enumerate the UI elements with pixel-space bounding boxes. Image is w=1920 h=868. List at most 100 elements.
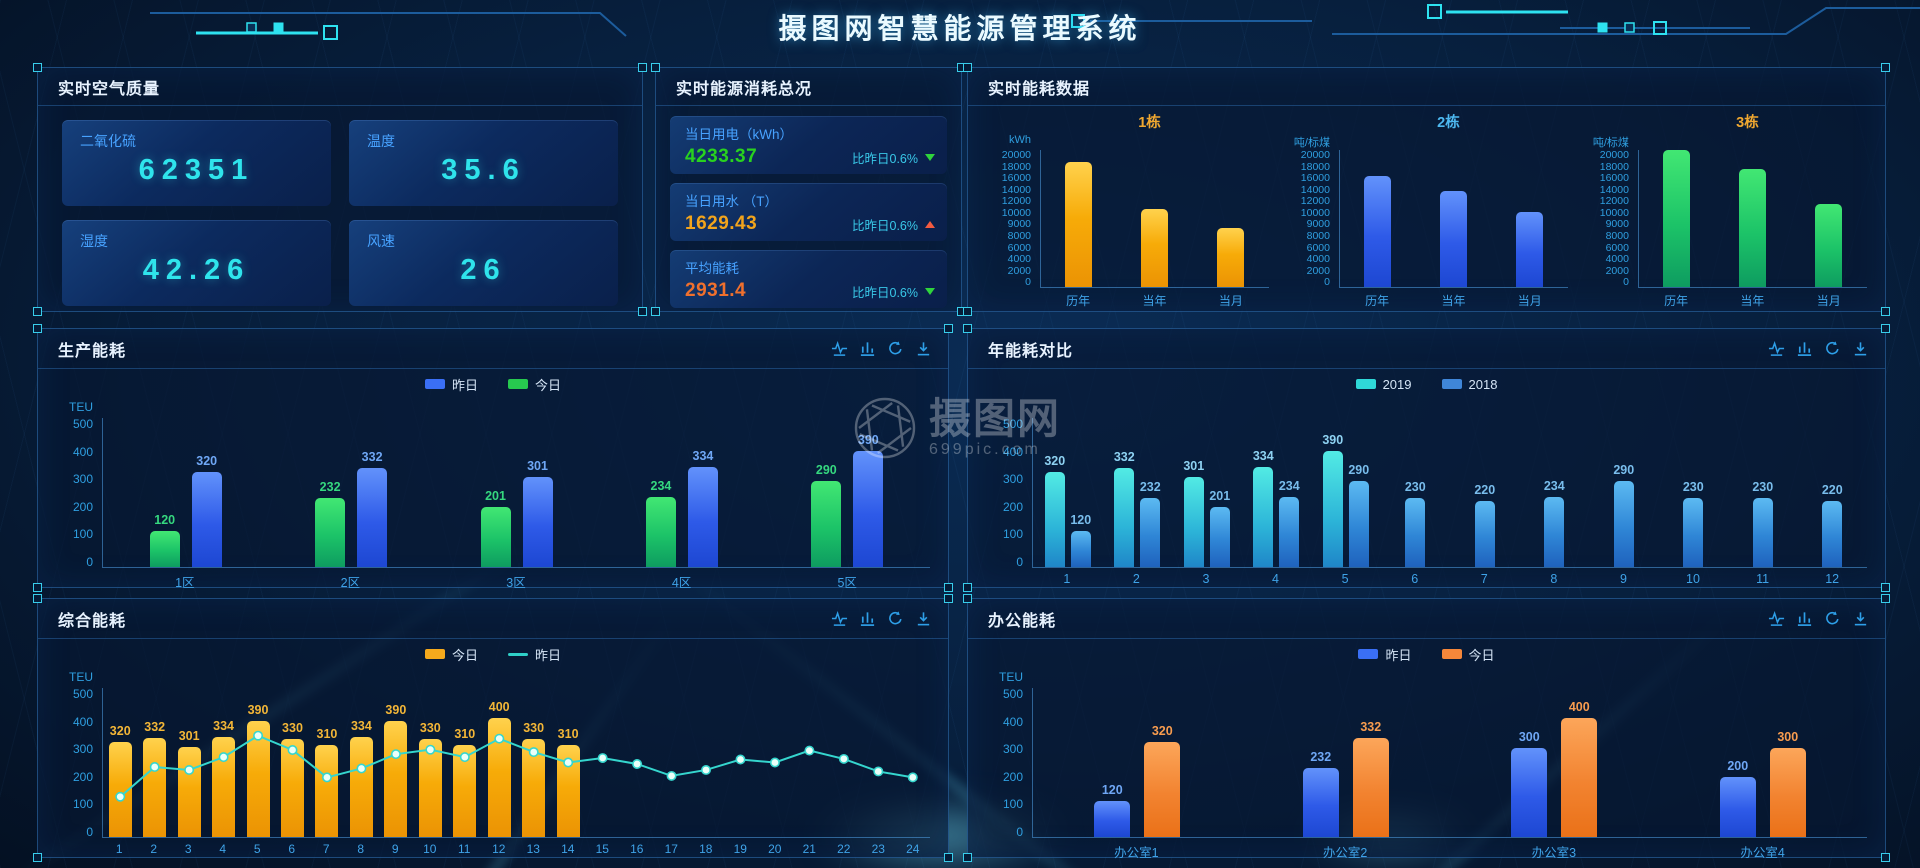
category-slot: 332 [137, 688, 171, 837]
x-category-label: 3区 [506, 576, 526, 590]
bar-value-label: 334 [213, 719, 235, 734]
x-category-label: 7 [1480, 572, 1488, 586]
bar-chart-tool-icon[interactable] [859, 610, 876, 627]
category-slot: 330 [516, 688, 550, 837]
y-tick-label: 300 [72, 742, 93, 757]
bar-value-label: 300 [1518, 729, 1540, 744]
stat-card-average: 平均能耗 2931.4 比昨日0.6% [670, 250, 947, 308]
y-tick-label: 10000 [1300, 206, 1330, 219]
legend-label: 今日 [535, 377, 562, 393]
air-card-so2: 二氧化硫 62351 [62, 120, 331, 206]
category-slot: 390 [379, 688, 413, 837]
y-tick-label: 400 [1002, 444, 1023, 459]
legend-label: 2018 [1468, 376, 1498, 392]
line-chart-tool-icon[interactable] [1768, 340, 1785, 357]
legend-item-今日[interactable]: 今日 [424, 645, 478, 664]
legend-item-2019[interactable]: 2019 [1355, 377, 1412, 392]
category-slot: 300 400 [1450, 688, 1659, 837]
x-axis: 1 2 3 4 5 6 7 8 9 10 11 12 [1032, 568, 1867, 588]
x-category-label: 办公室1 [1114, 846, 1159, 860]
refresh-tool-icon[interactable] [1824, 610, 1841, 627]
y-tick-label: 400 [1002, 714, 1023, 729]
bar-value-label: 232 [319, 479, 341, 494]
y-tick-label: 8000 [1605, 230, 1629, 243]
refresh-tool-icon[interactable] [1824, 340, 1841, 357]
bar-value-label: 330 [282, 720, 303, 735]
panel-title: 办公能耗 [988, 612, 1057, 630]
bar-今日: 390 [246, 703, 270, 837]
bar-value-label: 234 [650, 479, 672, 494]
download-tool-icon[interactable] [1852, 340, 1869, 357]
bar-今日: 332 [143, 720, 167, 837]
x-category-label: 1 [1063, 572, 1071, 586]
line-chart-tool-icon[interactable] [831, 340, 848, 357]
y-tick-label: 4000 [1306, 253, 1330, 266]
y-tick-label: 9000 [1306, 218, 1330, 231]
download-tool-icon[interactable] [915, 340, 932, 357]
category-slot: 320 120 [1033, 418, 1103, 567]
y-axis-unit: TEU [69, 670, 93, 684]
legend-bar-swatch [424, 649, 445, 659]
category-slot: 220 [1450, 418, 1520, 567]
y-tick-label: 200 [72, 499, 93, 514]
bar-今日: 334 [212, 719, 236, 837]
bar-chart-tool-icon[interactable] [1796, 610, 1813, 627]
bar-chart-tool-icon[interactable] [1796, 340, 1813, 357]
bar-2018: 290 [1348, 463, 1369, 567]
plot-area: 120 320 232 332 201 301 234 334 290 390 [102, 418, 930, 568]
bar-chart-tool-icon[interactable] [859, 340, 876, 357]
x-category-label: 13 [526, 842, 540, 856]
x-category-label: 当年 [1142, 294, 1167, 308]
line-chart-tool-icon[interactable] [831, 610, 848, 627]
y-tick-label: 0 [86, 554, 93, 569]
y-tick-label: 300 [1002, 472, 1023, 487]
header: 摄图网智慧能源管理系统 [0, 0, 1920, 52]
legend-item-昨日[interactable]: 昨日 [508, 645, 561, 664]
legend-bar-swatch [1441, 379, 1462, 389]
download-tool-icon[interactable] [1852, 610, 1869, 627]
comparison: 比昨日0.6% [852, 215, 935, 234]
legend-item-今日[interactable]: 今日 [508, 375, 561, 394]
chart-legend: 昨日 今日 [968, 641, 1885, 667]
bar-building1 [1141, 209, 1169, 287]
bar-value-label: 301 [1183, 459, 1205, 474]
bar-2018: 230 [1752, 480, 1773, 567]
bar-2018: 232 [1140, 480, 1161, 567]
bar-building2 [1364, 176, 1392, 287]
category-slot: 201 301 [434, 418, 599, 567]
legend-bar-swatch [1441, 649, 1462, 659]
legend-item-昨日[interactable]: 昨日 [1358, 645, 1412, 664]
legend-item-2018[interactable]: 2018 [1441, 376, 1498, 392]
y-tick-label: 14000 [1300, 183, 1330, 196]
bar-昨日: 301 [522, 459, 553, 567]
bar-今日: 201 [480, 489, 511, 567]
bar-今日: 400 [1561, 700, 1598, 837]
category-slot: 120 320 [1033, 688, 1242, 837]
air-card-temperature: 温度 35.6 [349, 120, 618, 206]
bar-今日: 320 [108, 724, 132, 837]
bar-今日: 234 [645, 479, 676, 567]
x-category-label: 历年 [1365, 294, 1390, 308]
x-category-label: 2 [150, 842, 158, 856]
refresh-tool-icon[interactable] [887, 610, 904, 627]
y-tick-label: 10000 [1599, 206, 1629, 219]
stat-value: 42.26 [142, 254, 251, 286]
y-axis: 20000 18000 16000 14000 12000 10000 9000 8000 60… [978, 150, 1040, 288]
bar-value-label: 301 [178, 729, 200, 744]
bar-value-label: 310 [454, 726, 476, 741]
legend-item-今日[interactable]: 今日 [1441, 645, 1495, 664]
line-chart-tool-icon[interactable] [1768, 610, 1785, 627]
y-tick-label: 10000 [1001, 206, 1031, 219]
bar-今日: 332 [1352, 720, 1389, 837]
panel-title: 实时空气质量 [58, 80, 161, 98]
bar-value-label: 310 [316, 726, 338, 741]
x-axis: 历年 当年 当月 [1638, 288, 1867, 308]
stat-value: 62351 [138, 154, 255, 186]
refresh-tool-icon[interactable] [887, 340, 904, 357]
category-slot: 390 [241, 688, 275, 837]
x-category-label: 历年 [1066, 294, 1091, 308]
legend-item-昨日[interactable]: 昨日 [424, 375, 478, 394]
bar-2018: 290 [1613, 463, 1634, 567]
category-slot: 310 [551, 688, 585, 837]
download-tool-icon[interactable] [915, 610, 932, 627]
